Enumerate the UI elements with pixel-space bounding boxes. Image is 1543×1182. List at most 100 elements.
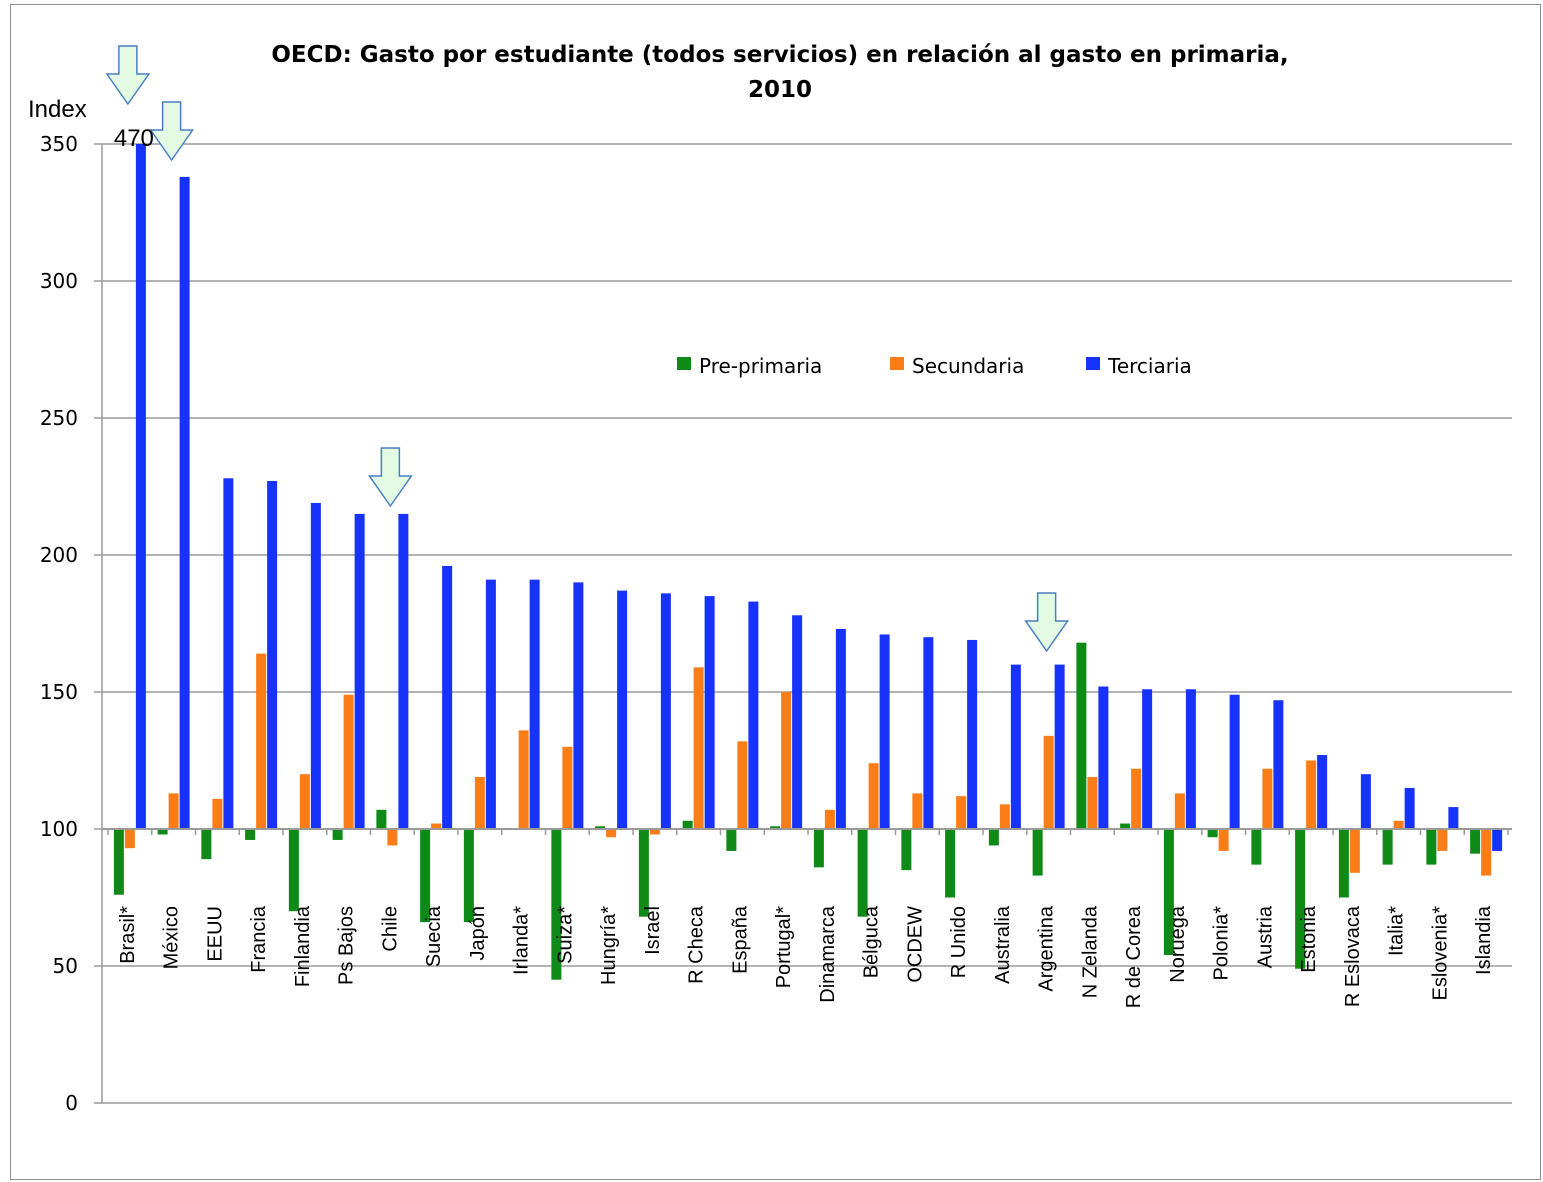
bar-terciaria [748,601,759,829]
category-label: Brasil* [117,906,139,964]
chart-title-year: 2010 [748,77,812,103]
bar-terciaria [1142,689,1153,829]
category-label: Noruega [1167,905,1189,983]
y-tick-label: 0 [65,1091,78,1115]
bar-terciaria [1317,755,1328,829]
bar-secundaria [299,774,310,829]
category-label: Argentina [1036,905,1058,991]
category-label: Chile [379,906,401,952]
bar-pre-primaria [1470,829,1481,854]
category-label: Suiza* [554,906,576,964]
legend-label: Secundaria [912,354,1024,378]
bar-pre-primaria [595,826,606,829]
bar-terciaria [792,615,803,829]
bar-pre-primaria [245,829,256,840]
bar-pre-primaria [157,829,168,835]
bar-pre-primaria [726,829,737,851]
bar-secundaria [999,804,1010,829]
category-label: Irlanda* [511,906,533,975]
bar-pre-primaria [857,829,868,917]
bar-pre-primaria [1382,829,1393,865]
bar-pre-primaria [113,829,124,895]
bar-terciaria [529,579,540,829]
bar-terciaria [704,596,715,829]
y-axis-label: Index [28,96,87,123]
bar-pre-primaria [1426,829,1437,865]
bar-secundaria [693,667,704,829]
bar-terciaria [1054,664,1065,829]
bar-secundaria [518,730,529,829]
bar-secundaria [868,763,879,829]
bar-terciaria [223,478,234,829]
bar-secundaria [956,796,967,829]
legend-label: Pre-primaria [699,354,822,378]
chart-frame [10,4,1541,1180]
category-label: Eslovenia* [1429,906,1451,1001]
bar-secundaria [562,746,573,829]
bar-pre-primaria [1163,829,1174,956]
y-tick-label: 50 [53,954,78,978]
bar-pre-primaria [682,820,693,829]
chart-title: OECD: Gasto por estudiante (todos servic… [271,42,1288,68]
bar-terciaria [354,513,365,829]
bar-terciaria [398,513,409,829]
bar-secundaria [256,653,267,829]
bar-terciaria [135,144,146,829]
bar-pre-primaria [945,829,956,898]
bar-terciaria [835,628,846,829]
bar-terciaria [485,579,496,829]
bar-secundaria [1174,793,1185,829]
bar-terciaria [879,634,890,829]
category-label: Australia [992,905,1014,984]
arrow-marker [1024,592,1070,653]
bar-terciaria [267,481,278,829]
bar-terciaria [442,565,453,829]
category-label: Ps Bajos [336,906,358,985]
annotation-label: 470 [114,125,154,152]
bar-secundaria [212,798,223,829]
bar-terciaria [923,637,934,829]
y-tick-label: 100 [40,817,78,841]
bar-secundaria [1131,768,1142,829]
bar-pre-primaria [770,826,781,829]
bar-pre-primaria [551,829,562,980]
bar-secundaria [606,829,617,838]
bar-pre-primaria [463,829,474,923]
category-label: Francia [248,905,270,973]
bar-secundaria [431,823,442,829]
bar-pre-primaria [288,829,299,912]
category-label: R Eslovaca [1342,905,1364,1007]
bar-terciaria [1273,700,1284,829]
bar-secundaria [781,692,792,829]
bar-pre-primaria [813,829,824,868]
bar-secundaria [1437,829,1448,851]
category-label: Portugal* [773,906,795,988]
bar-pre-primaria [420,829,431,923]
category-label: OCDEW [904,906,926,983]
legend-swatch [890,357,904,370]
bar-secundaria [737,741,748,829]
bar-secundaria [912,793,923,829]
bar-pre-primaria [201,829,212,860]
bar-pre-primaria [1032,829,1043,876]
bar-terciaria [1229,694,1240,829]
category-label: Dinamarca [817,905,839,1003]
legend-swatch [677,357,691,370]
category-label: Polonia* [1211,906,1233,981]
legend-label: Terciaria [1107,354,1192,378]
bar-pre-primaria [638,829,649,917]
bar-secundaria [343,694,354,829]
bar-terciaria [1185,689,1196,829]
bar-secundaria [1481,829,1492,876]
bar-pre-primaria [1120,823,1131,829]
bar-terciaria [1404,787,1415,829]
category-label: Japón [467,906,489,961]
category-label: Estonia [1298,905,1320,973]
bar-terciaria [660,593,671,829]
category-label: N Zelanda [1079,905,1101,998]
category-label: Israel [642,906,664,955]
category-label: Bélguca [861,905,883,978]
bar-terciaria [1010,664,1021,829]
bar-pre-primaria [1338,829,1349,898]
bar-secundaria [1218,829,1229,851]
